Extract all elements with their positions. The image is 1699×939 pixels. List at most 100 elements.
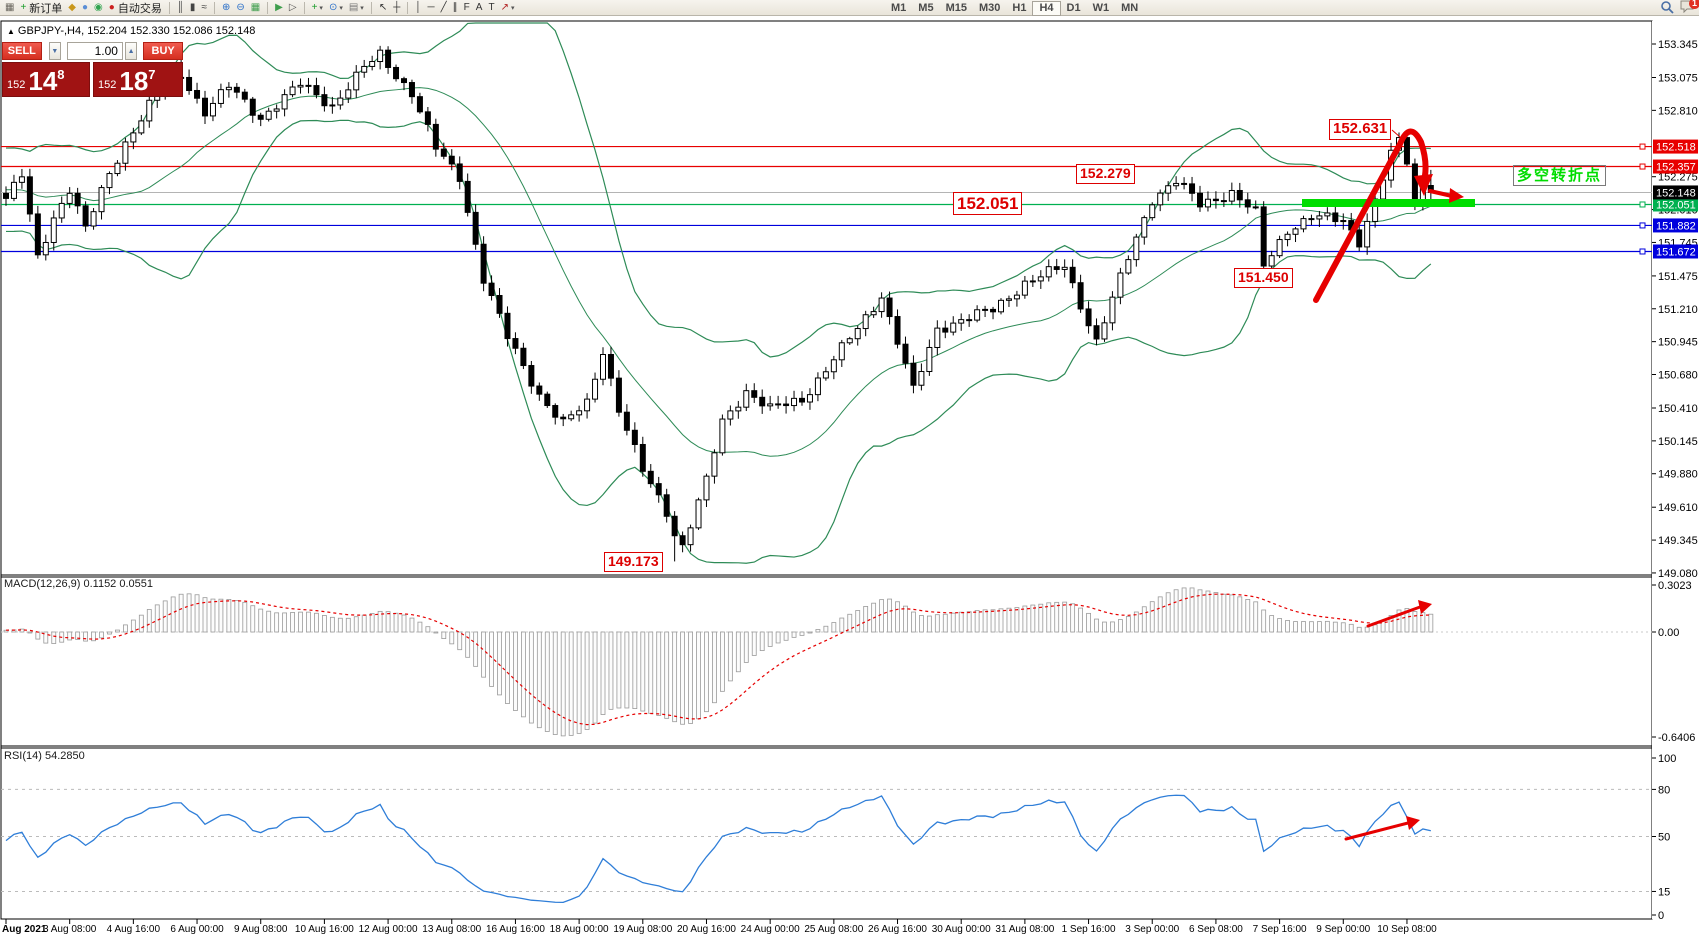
- periods-icon[interactable]: ⊙ ▾: [326, 1, 346, 15]
- price-annotation-152.279[interactable]: 152.279: [1076, 164, 1135, 184]
- volume-increase-button[interactable]: ▲: [124, 42, 138, 60]
- pivot-note-label[interactable]: 多空转折点: [1513, 165, 1607, 186]
- candle-body: [942, 327, 949, 333]
- price-line-badge: [1653, 185, 1698, 200]
- timeframe-m1[interactable]: M1: [891, 2, 907, 14]
- channel-icon[interactable]: ∥: [450, 1, 461, 15]
- candle-body: [791, 397, 798, 407]
- macd-histogram-bar: [67, 631, 73, 641]
- sell-button[interactable]: SELL: [2, 42, 42, 60]
- styler-icon[interactable]: ◆: [65, 1, 79, 15]
- line-handle[interactable]: [1639, 201, 1646, 208]
- add-indicator-icon-glyph: +: [311, 1, 318, 13]
- timeframe-h4[interactable]: H4: [1032, 0, 1061, 16]
- candle-body: [775, 403, 782, 406]
- candlestick-chart-icon[interactable]: ▮: [187, 1, 199, 15]
- price-line-badge: [1653, 197, 1698, 212]
- candle-body: [82, 205, 89, 227]
- price-annotation-152.631[interactable]: 152.631: [1329, 119, 1392, 140]
- rally-arrow[interactable]: [1313, 128, 1429, 303]
- macd-histogram-bar: [290, 612, 295, 633]
- candle-body: [305, 84, 312, 87]
- zoom-in-icon[interactable]: ⊕: [219, 1, 233, 15]
- ask-price-display[interactable]: 152 18 7: [93, 62, 183, 97]
- macd-histogram-bar: [712, 631, 717, 704]
- timeframe-m15[interactable]: M15: [945, 2, 967, 14]
- time-axis-label: 30 Aug 00:00: [931, 924, 991, 935]
- bid-price-display[interactable]: 152 14 8: [2, 62, 90, 97]
- zoom-out-icon[interactable]: ⊖: [233, 1, 247, 15]
- timeframe-m30[interactable]: M30: [978, 2, 1001, 14]
- new-order-button[interactable]: + 新订单: [17, 1, 65, 15]
- buy-button[interactable]: BUY: [143, 42, 183, 60]
- candle-body: [1013, 294, 1020, 300]
- arrows-icon[interactable]: ↗ ▾: [498, 1, 518, 15]
- line-handle[interactable]: [1639, 248, 1646, 255]
- volume-input[interactable]: 1.00: [67, 42, 123, 60]
- pullback-arrow[interactable]: [1428, 189, 1454, 198]
- fibonacci-icon[interactable]: F: [461, 1, 473, 15]
- notifications-icon[interactable]: 1: [1680, 0, 1699, 16]
- trendline-icon-glyph: ╱: [440, 1, 447, 13]
- macd-histogram-bar: [409, 617, 415, 633]
- candle-body: [1204, 198, 1211, 208]
- dropdown-caret-icon[interactable]: ▾: [319, 4, 323, 12]
- window-icon[interactable]: ▦: [2, 1, 17, 15]
- candle-body: [830, 359, 837, 373]
- price-annotation-149.173[interactable]: 149.173: [604, 552, 663, 572]
- line-handle[interactable]: [1639, 163, 1646, 170]
- timeframe-h1[interactable]: H1: [1012, 2, 1027, 14]
- line-handle[interactable]: [1639, 222, 1646, 229]
- timeframe-m5[interactable]: M5: [918, 2, 934, 14]
- macd-arrow[interactable]: [1366, 605, 1422, 628]
- macd-histogram-bar: [1356, 626, 1362, 633]
- macd-histogram-bar: [536, 631, 542, 729]
- price-tick-label: 150.680: [1658, 370, 1698, 382]
- bar-chart-icon[interactable]: ║: [174, 1, 187, 15]
- add-indicator-icon[interactable]: + ▾: [309, 1, 326, 15]
- auto-scroll-icon[interactable]: ▶: [272, 1, 286, 15]
- macd-histogram-bar: [1348, 623, 1354, 633]
- macd-histogram-bar: [584, 631, 590, 730]
- chart-shift-icon[interactable]: ▷: [286, 1, 300, 15]
- timeframe-d1[interactable]: D1: [1066, 2, 1081, 14]
- time-axis-label: 1 Sep 16:00: [1061, 924, 1116, 935]
- signals-icon[interactable]: ◉: [91, 1, 106, 15]
- macd-histogram-bar: [664, 631, 670, 719]
- time-axis-label: 19 Aug 08:00: [613, 924, 673, 935]
- macd-histogram-bar: [107, 631, 112, 635]
- cursor-icon[interactable]: ↖: [376, 1, 390, 15]
- autotrade-button[interactable]: ● 自动交易: [106, 1, 165, 15]
- volume-decrease-button[interactable]: ▼: [48, 42, 62, 60]
- trendline-icon[interactable]: ╱: [438, 1, 450, 15]
- vertical-line-icon[interactable]: │: [412, 1, 424, 15]
- timeframe-w1[interactable]: W1: [1092, 2, 1110, 14]
- community-icon[interactable]: ●: [79, 1, 91, 15]
- line-chart-icon[interactable]: ≈: [198, 1, 210, 15]
- crosshair-icon[interactable]: ┼: [390, 1, 403, 15]
- dropdown-caret-icon[interactable]: ▾: [510, 4, 515, 12]
- chart-area: [0, 20, 1653, 920]
- timeframe-mn[interactable]: MN: [1121, 2, 1139, 14]
- horizontal-line-icon[interactable]: ─: [425, 1, 438, 15]
- candle-body: [846, 338, 853, 344]
- price-annotation-152.051[interactable]: 152.051: [953, 192, 1023, 216]
- tile-windows-icon[interactable]: ▦: [248, 1, 263, 15]
- label-icon-glyph: T: [488, 1, 495, 13]
- label-icon[interactable]: T: [485, 1, 497, 15]
- rsi-arrow[interactable]: [1344, 821, 1410, 841]
- candle-body: [377, 49, 384, 63]
- templates-icon[interactable]: ▤ ▾: [346, 1, 367, 15]
- time-axis-label: 6 Sep 08:00: [1188, 924, 1243, 935]
- price-annotation-151.450[interactable]: 151.450: [1234, 268, 1293, 288]
- candle-body: [743, 390, 750, 408]
- pivot-highlight-bar[interactable]: [1302, 199, 1475, 207]
- macd-histogram-bar: [1396, 609, 1402, 633]
- text-icon[interactable]: A: [473, 1, 486, 15]
- search-icon[interactable]: [1660, 0, 1674, 17]
- dropdown-caret-icon[interactable]: ▾: [360, 4, 364, 12]
- macd-histogram-bar: [441, 631, 447, 639]
- dropdown-caret-icon[interactable]: ▾: [339, 4, 343, 12]
- line-handle[interactable]: [1639, 143, 1646, 150]
